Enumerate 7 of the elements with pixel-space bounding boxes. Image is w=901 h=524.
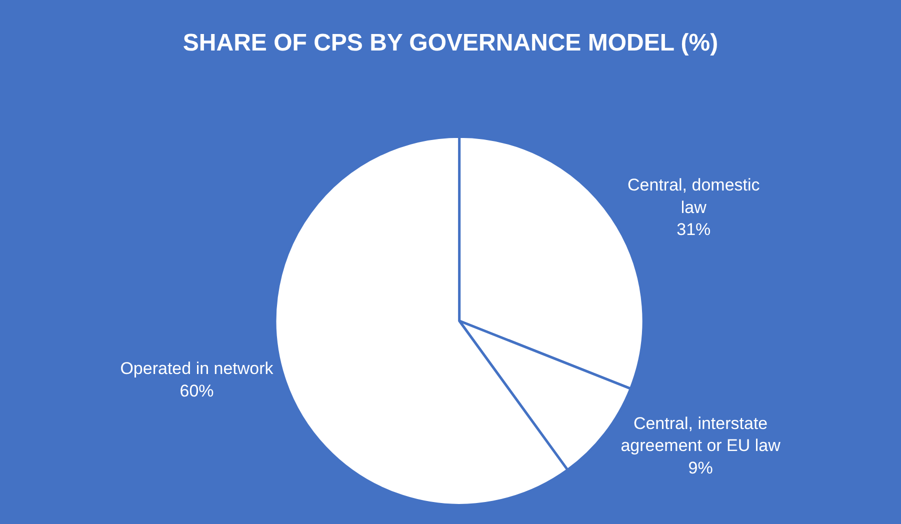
slice-label: Central, interstate agreement or EU law bbox=[620, 414, 782, 456]
data-label: 31% bbox=[676, 220, 711, 239]
slice-label: Central, domestic law bbox=[628, 176, 760, 217]
chart-title: SHARE OF CPS BY GOVERNANCE MODEL (%) bbox=[182, 29, 718, 56]
slice-label: Operated in network bbox=[120, 359, 274, 378]
data-label: 60% bbox=[180, 381, 214, 400]
data-label: 9% bbox=[688, 458, 713, 478]
